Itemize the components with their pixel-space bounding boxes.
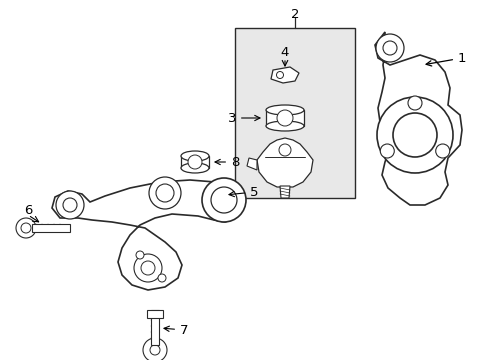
Text: 8: 8 [215,156,239,168]
Circle shape [210,187,237,213]
Ellipse shape [181,163,208,173]
Circle shape [276,110,292,126]
Circle shape [149,177,181,209]
Text: 6: 6 [24,203,32,216]
Circle shape [187,155,202,169]
Circle shape [376,97,452,173]
Ellipse shape [181,151,208,161]
Circle shape [158,274,165,282]
Bar [151,310,159,345]
Circle shape [375,34,403,62]
Text: 5: 5 [228,185,258,198]
Circle shape [16,218,36,238]
Circle shape [150,345,160,355]
Polygon shape [280,186,289,198]
Ellipse shape [265,105,304,115]
Polygon shape [246,158,257,170]
Polygon shape [52,180,242,290]
Circle shape [141,261,155,275]
Circle shape [392,113,436,157]
Bar [265,110,304,126]
Polygon shape [270,67,298,83]
Circle shape [63,198,77,212]
Circle shape [56,191,84,219]
Text: 2: 2 [290,8,299,21]
Bar [32,224,70,232]
Polygon shape [20,219,32,237]
Circle shape [435,144,449,158]
Polygon shape [257,138,312,187]
Circle shape [134,254,162,282]
Bar [235,28,354,198]
Circle shape [156,184,174,202]
Circle shape [380,144,393,158]
Ellipse shape [265,121,304,131]
Circle shape [136,251,143,259]
Polygon shape [374,32,461,205]
Bar [181,156,208,168]
Text: 3: 3 [227,112,260,125]
Text: 4: 4 [280,45,288,58]
Bar [147,310,163,318]
Circle shape [407,96,421,110]
Circle shape [21,223,31,233]
Circle shape [279,144,290,156]
Circle shape [202,178,245,222]
Text: 1: 1 [425,51,466,66]
Circle shape [276,72,283,78]
Circle shape [142,338,167,360]
Text: 7: 7 [163,324,188,337]
Circle shape [382,41,396,55]
